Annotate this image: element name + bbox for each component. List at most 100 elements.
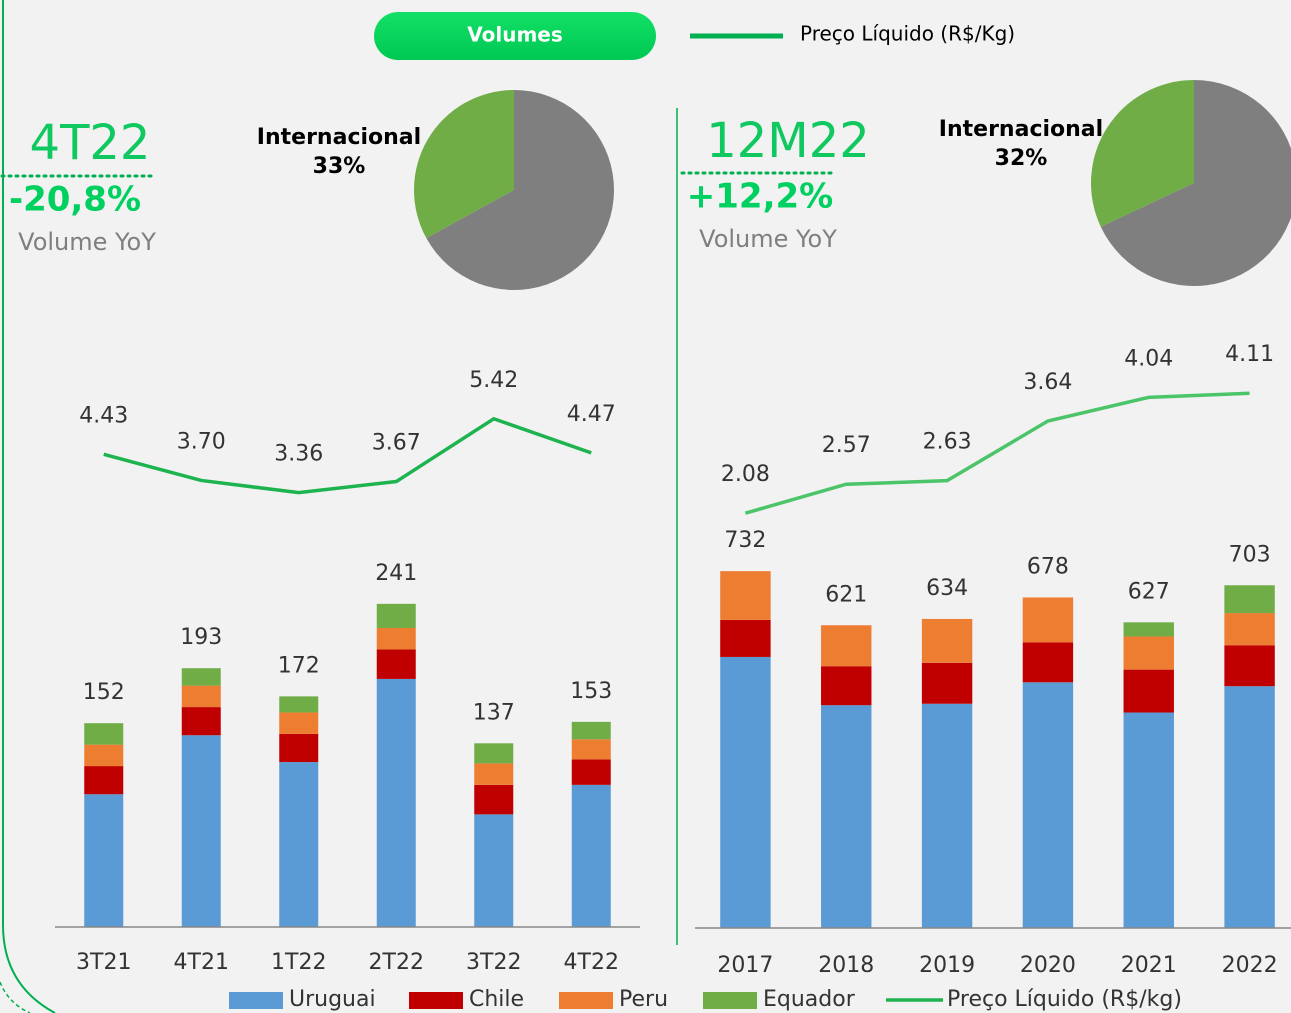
bar-segment xyxy=(571,759,611,785)
x-tick-label: 2017 xyxy=(717,953,773,978)
price-label: 4.04 xyxy=(1124,346,1173,371)
pie-label: Internacional xyxy=(257,125,421,150)
bar-total-label: 732 xyxy=(724,528,766,553)
price-label: 3.67 xyxy=(372,431,421,456)
pie-value-label: 33% xyxy=(313,154,366,179)
bar-segment xyxy=(84,744,124,767)
bar-segment xyxy=(181,668,221,686)
price-line xyxy=(744,391,1250,515)
bar-segment xyxy=(571,739,611,760)
kpi-period: 4T22 xyxy=(30,115,151,171)
bar-segment xyxy=(571,784,611,927)
price-label: 3.36 xyxy=(274,442,323,467)
legend-label: Peru xyxy=(619,987,668,1012)
bar-segment xyxy=(474,763,514,785)
bar-segment xyxy=(376,603,416,628)
legend-swatch xyxy=(559,992,613,1009)
bar-total-label: 137 xyxy=(473,700,515,725)
x-tick-label: 2021 xyxy=(1121,953,1177,978)
bar-total-label: 193 xyxy=(180,625,222,650)
frame-dashes xyxy=(0,981,31,1013)
bar-segment xyxy=(279,696,319,713)
bar-segment xyxy=(1022,597,1074,643)
bar-segment xyxy=(1224,613,1275,646)
price-line xyxy=(103,416,592,495)
pie-label: Internacional xyxy=(939,117,1103,142)
bar-segment xyxy=(1123,636,1174,670)
x-tick-label: 2T22 xyxy=(369,950,424,975)
x-tick-label: 2018 xyxy=(818,953,874,978)
bar-segment xyxy=(84,766,124,795)
legend-swatch xyxy=(409,992,463,1009)
bar-segment xyxy=(84,723,124,745)
pie-slice xyxy=(1100,80,1291,286)
x-tick-label: 4T21 xyxy=(174,950,229,975)
legend-label: Preço Líquido (R$/Kg) xyxy=(800,22,1015,46)
bar-segment xyxy=(279,733,319,763)
legend-label: Equador xyxy=(763,987,856,1012)
bar-segment xyxy=(181,735,221,927)
button-label[interactable]: Volumes xyxy=(467,23,563,47)
price-label: 3.64 xyxy=(1023,370,1072,395)
bar-segment xyxy=(376,627,416,650)
bar-segment xyxy=(821,705,872,928)
x-tick-label: 2020 xyxy=(1020,953,1076,978)
kpi-label: Volume YoY xyxy=(18,228,156,256)
pie-slice xyxy=(413,90,514,239)
x-tick-label: 3T22 xyxy=(466,950,521,975)
pie-slice xyxy=(426,90,614,290)
bar-segment xyxy=(1224,686,1275,928)
price-label: 2.57 xyxy=(822,433,871,458)
price-label: 2.63 xyxy=(923,430,972,455)
bar-total-label: 621 xyxy=(825,582,867,607)
legend-label: Chile xyxy=(469,987,524,1012)
bar-segment xyxy=(921,703,973,928)
bar-segment xyxy=(720,571,771,620)
legend-swatch xyxy=(703,992,757,1009)
bar-segment xyxy=(821,625,872,667)
kpi-label: Volume YoY xyxy=(699,225,837,253)
volumes-button[interactable] xyxy=(374,12,656,60)
x-tick-label: 2022 xyxy=(1222,953,1278,978)
bar-segment xyxy=(720,656,771,928)
bar-segment xyxy=(1123,622,1174,637)
bar-total-label: 241 xyxy=(375,561,417,586)
x-tick-label: 3T21 xyxy=(76,950,131,975)
bar-segment xyxy=(1224,585,1275,614)
legend-label: Preço Líquido (R$/kg) xyxy=(947,987,1182,1012)
bar-total-label: 703 xyxy=(1229,542,1271,567)
bar-total-label: 153 xyxy=(570,679,612,704)
bar-segment xyxy=(1022,682,1074,928)
legend-label: Uruguai xyxy=(289,987,376,1012)
price-label: 4.43 xyxy=(79,403,128,428)
bar-segment xyxy=(474,814,514,927)
bar-total-label: 634 xyxy=(926,576,968,601)
x-tick-label: 1T22 xyxy=(271,950,326,975)
bar-segment xyxy=(84,794,124,927)
x-tick-label: 4T22 xyxy=(564,950,619,975)
bar-segment xyxy=(921,662,973,704)
x-tick-label: 2019 xyxy=(919,953,975,978)
bar-total-label: 627 xyxy=(1128,579,1170,604)
bar-segment xyxy=(181,685,221,708)
pie-slice xyxy=(1091,80,1194,227)
bar-segment xyxy=(279,762,319,927)
bar-segment xyxy=(1123,669,1174,713)
bar-total-label: 172 xyxy=(278,653,320,678)
price-label: 4.11 xyxy=(1225,342,1274,367)
bar-segment xyxy=(1022,642,1074,683)
price-label: 3.70 xyxy=(177,429,226,454)
bar-segment xyxy=(1224,645,1275,687)
bar-total-label: 678 xyxy=(1027,554,1069,579)
kpi-change: -20,8% xyxy=(9,180,141,220)
bar-segment xyxy=(376,649,416,679)
bar-segment xyxy=(921,618,973,663)
bar-segment xyxy=(376,678,416,927)
bar-segment xyxy=(181,707,221,736)
bar-segment xyxy=(720,619,771,657)
bar-segment xyxy=(821,666,872,706)
frame-line xyxy=(2,0,56,1013)
kpi-period: 12M22 xyxy=(706,113,870,169)
bar-segment xyxy=(474,743,514,764)
